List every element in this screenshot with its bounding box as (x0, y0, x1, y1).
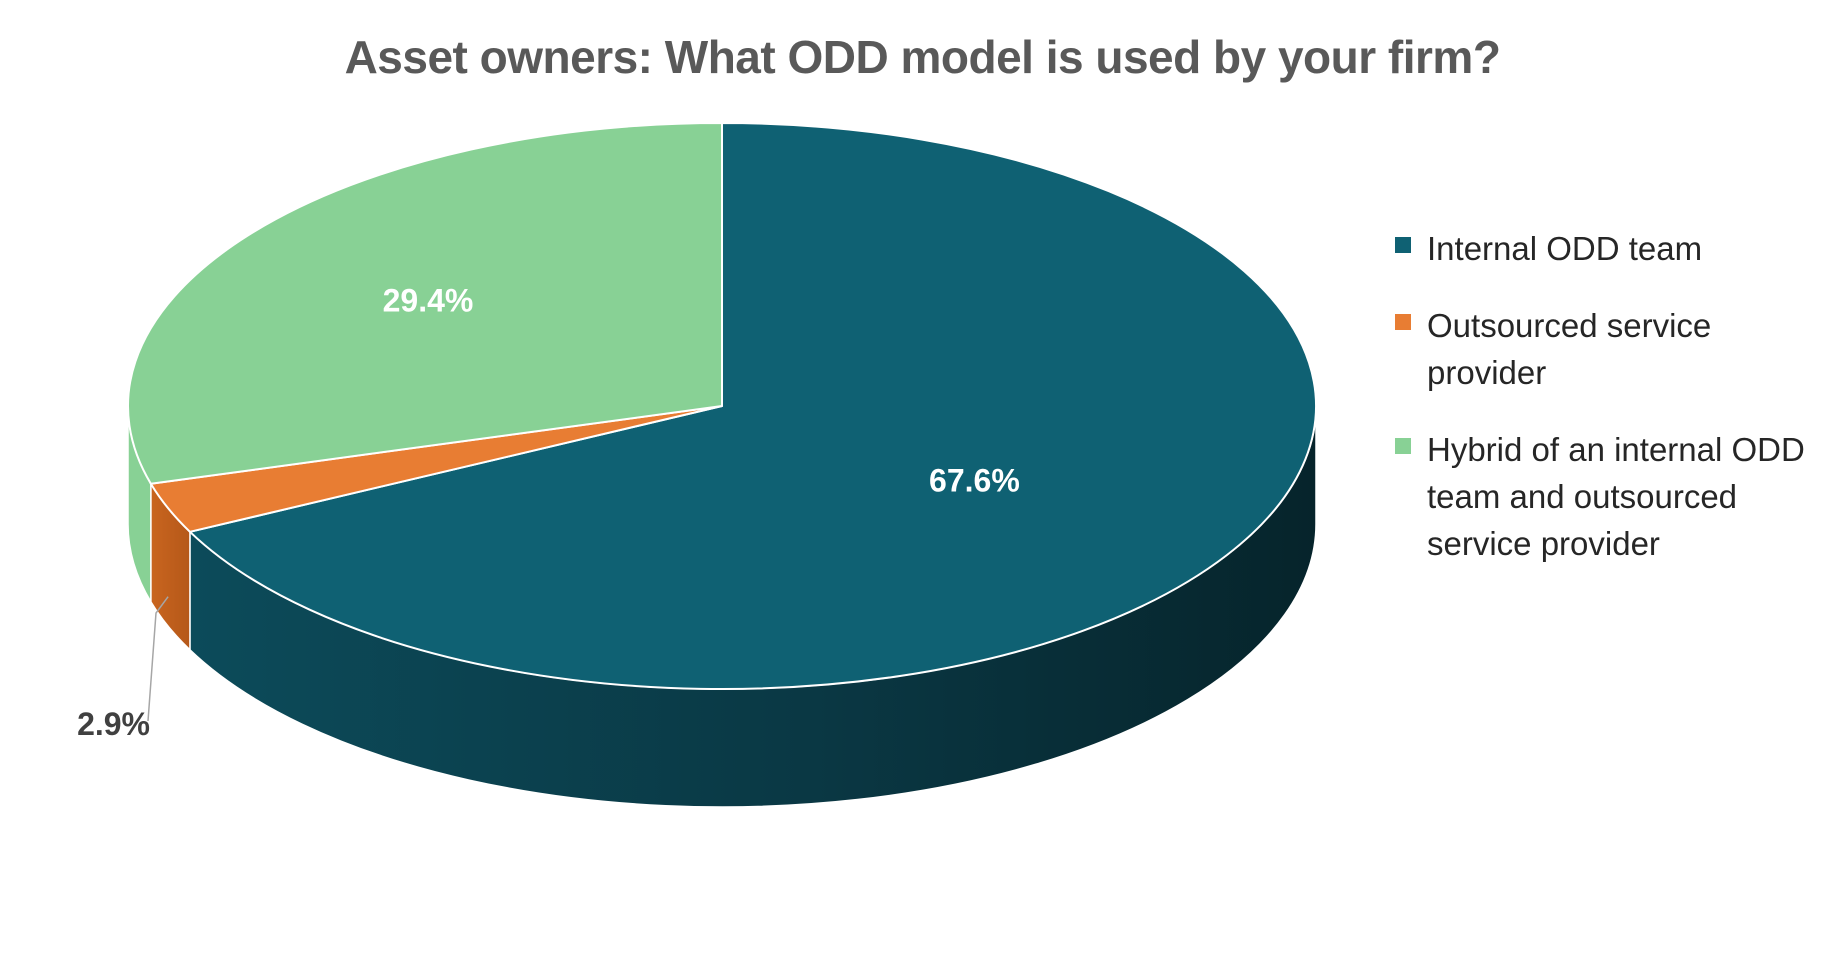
pie-sides (127, 405, 1317, 808)
pie-labels: 67.6% 2.9% 29.4% (77, 282, 1020, 742)
legend-swatch (1395, 237, 1411, 253)
legend-item-hybrid: Hybrid of an internal ODD team and outso… (1395, 426, 1835, 567)
legend-label: Hybrid of an internal ODD team and outso… (1427, 431, 1805, 562)
chart-title: Asset owners: What ODD model is used by … (344, 31, 1501, 83)
data-label-outsourced-service-provider: 2.9% (77, 706, 150, 742)
legend-label: Internal ODD team (1427, 230, 1703, 267)
data-label-internal-odd-team: 67.6% (929, 463, 1020, 499)
legend-item-internal: Internal ODD team (1395, 225, 1835, 272)
leader-line (147, 596, 169, 722)
data-label-hybrid-of-an-internal-odd-team-and-outsourced-service-provider: 29.4% (383, 282, 474, 318)
slice-hybrid-of-an-internal-odd-team-and-outsourced-service-provider (127, 122, 723, 485)
legend: Internal ODD team Outsourced service pro… (1395, 225, 1835, 597)
legend-swatch (1395, 438, 1411, 454)
legend-swatch (1395, 314, 1411, 330)
legend-label: Outsourced service provider (1427, 307, 1712, 391)
pie-tops (127, 122, 1317, 690)
slice-internal-odd-team (188, 122, 1317, 690)
legend-item-outsourced: Outsourced service provider (1395, 302, 1835, 396)
